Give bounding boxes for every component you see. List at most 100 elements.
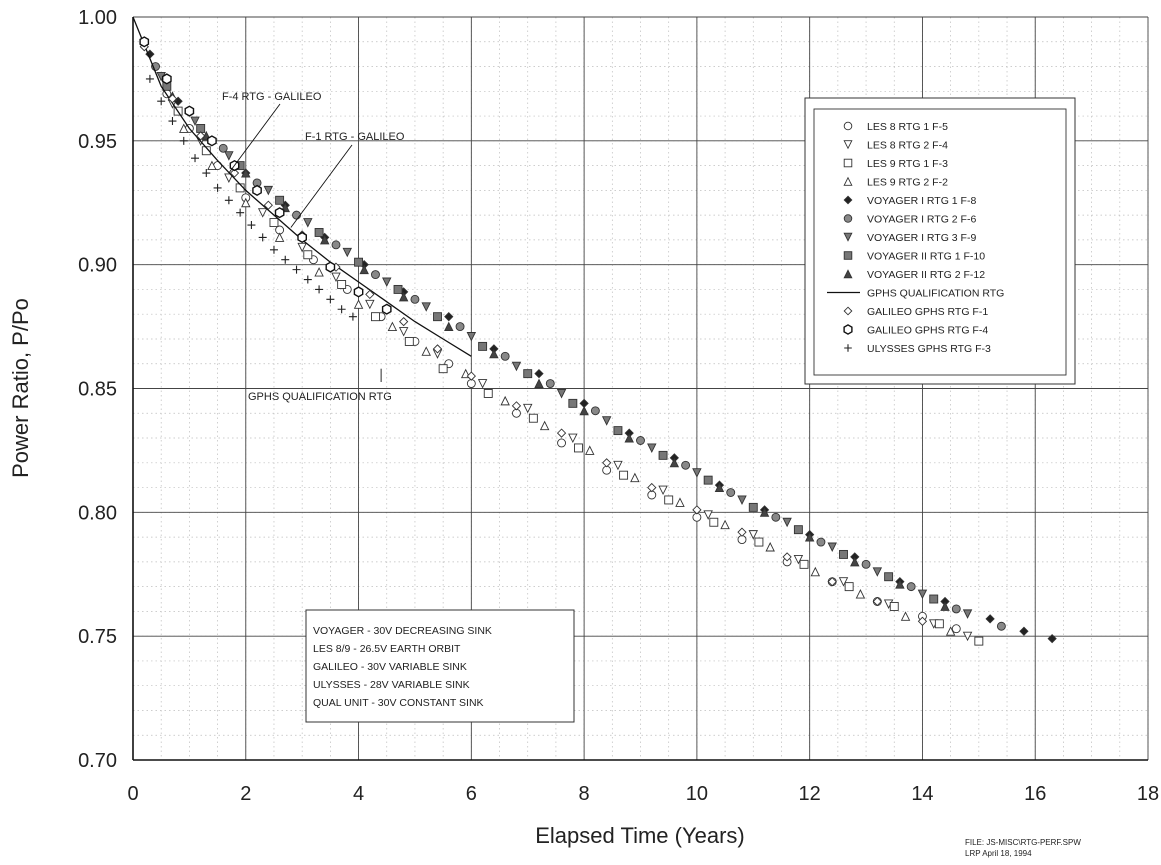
- data-point: [438, 364, 448, 374]
- data-point: [387, 321, 398, 332]
- y-tick-label: 0.75: [78, 626, 117, 648]
- data-point: [748, 530, 759, 540]
- data-point: [850, 556, 860, 567]
- data-point: [574, 443, 583, 453]
- y-tick-label: 0.90: [78, 255, 117, 277]
- data-point: [444, 321, 454, 332]
- data-point: [432, 344, 443, 354]
- data-point: [184, 105, 195, 117]
- annotation-label: F-1 RTG - GALILEO: [305, 131, 405, 143]
- data-point: [354, 257, 364, 267]
- data-point: [974, 636, 984, 646]
- series-3: [179, 123, 956, 636]
- x-tick-label: 10: [686, 783, 708, 805]
- data-point: [314, 228, 324, 237]
- x-tick-label: 12: [799, 783, 821, 805]
- data-point: [483, 389, 493, 398]
- data-point: [229, 168, 240, 178]
- legend-marker: [843, 140, 853, 150]
- legend-marker: [843, 232, 853, 242]
- note-box-line: ULYSSES - 28V VARIABLE SINK: [313, 679, 470, 691]
- data-point: [985, 614, 995, 624]
- data-point: [398, 291, 409, 302]
- data-point: [478, 341, 488, 351]
- series-6: [156, 71, 973, 619]
- data-point: [179, 123, 189, 133]
- legend-marker: [844, 344, 852, 352]
- data-point: [337, 305, 346, 314]
- data-point: [353, 286, 364, 298]
- data-point: [658, 450, 668, 460]
- data-point: [292, 265, 301, 274]
- data-point: [139, 36, 150, 48]
- annotations: F-4 RTG - GALILEO F-1 RTG - GALILEO GPHS Q…: [222, 91, 405, 403]
- data-point: [263, 200, 273, 210]
- data-point: [145, 74, 154, 83]
- data-point: [404, 336, 414, 346]
- annotation-label: F-4 RTG - GALILEO: [222, 91, 322, 103]
- data-point: [353, 299, 364, 309]
- data-point: [720, 519, 730, 530]
- data-point: [399, 316, 409, 327]
- data-point: [884, 572, 894, 582]
- note-box-line: VOYAGER - 30V DECREASING SINK: [313, 625, 492, 637]
- data-point: [951, 624, 961, 634]
- data-point: [782, 552, 792, 562]
- legend-entry-label: GALILEO GPHS RTG F-4: [867, 325, 988, 337]
- data-point: [962, 631, 973, 642]
- data-point: [861, 559, 871, 569]
- data-series: [132, 16, 1057, 646]
- data-point: [421, 346, 431, 356]
- data-point: [539, 420, 550, 431]
- data-point: [827, 577, 837, 587]
- data-point: [303, 250, 313, 260]
- data-point: [703, 510, 713, 520]
- data-point: [726, 488, 736, 497]
- data-point: [263, 185, 274, 196]
- data-point: [201, 146, 211, 156]
- data-point: [771, 512, 781, 522]
- data-point: [664, 495, 674, 505]
- data-point: [331, 272, 341, 283]
- data-point: [782, 517, 792, 528]
- y-tick-label: 0.85: [78, 379, 117, 401]
- data-point: [168, 117, 177, 126]
- y-tick-label: 0.95: [78, 131, 117, 153]
- legend-entry-label: LES 8 RTG 2 F-4: [867, 140, 948, 152]
- data-point: [325, 261, 336, 273]
- data-point: [511, 361, 522, 372]
- data-point: [315, 285, 324, 294]
- data-point: [613, 426, 623, 436]
- data-point: [326, 295, 335, 304]
- legend-marker: [843, 306, 853, 316]
- legend-entry-label: LES 9 RTG 1 F-3: [867, 158, 948, 170]
- note-box-frame: [305, 609, 575, 723]
- data-point: [810, 566, 821, 577]
- data-point: [523, 369, 533, 379]
- data-point: [281, 255, 290, 264]
- tick-labels: 0 2 4 6 8 10 12 14 16 18 0.70 0.75 0.80 0.85 0.90 0.95 1…: [78, 7, 1159, 805]
- data-point: [951, 604, 961, 614]
- data-point: [410, 294, 420, 304]
- data-point: [1047, 634, 1057, 644]
- data-point: [624, 433, 634, 443]
- data-point: [466, 332, 477, 342]
- legend-entry-label: GALILEO GPHS RTG F-1: [867, 306, 988, 318]
- data-point: [314, 267, 324, 277]
- axes: [132, 17, 1148, 761]
- data-point: [929, 594, 939, 604]
- data-point: [917, 589, 928, 600]
- data-point: [658, 485, 668, 496]
- legend-entry-label: VOYAGER I RTG 1 F-8: [867, 195, 976, 207]
- data-point: [630, 472, 640, 483]
- legend-entry-label: VOYAGER II RTG 2 F-12: [867, 269, 985, 281]
- data-point: [371, 270, 380, 280]
- data-point: [793, 554, 804, 565]
- data-point: [585, 445, 595, 455]
- data-point: [534, 369, 544, 379]
- legend-marker: [843, 214, 853, 223]
- data-point: [754, 537, 764, 547]
- data-point: [675, 497, 685, 507]
- data-point: [381, 303, 392, 315]
- data-point: [196, 131, 206, 141]
